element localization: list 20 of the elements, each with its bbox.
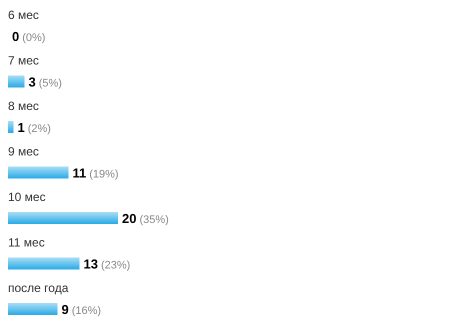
data-label: 0 (0%) [12,29,46,44]
y-tick-label: 7 мес [8,54,39,68]
bar [8,121,14,133]
y-tick-label: 9 мес [8,144,39,158]
data-label: 11 (19%) [72,166,119,180]
data-label: 13 (23%) [84,256,130,272]
y-tick-label: 6 мес [8,8,39,22]
bar [8,76,24,88]
data-label: 20 (35%) [122,211,169,226]
bar [8,258,80,270]
y-tick-label: 8 мес [8,99,39,113]
data-label: 3 (5%) [28,74,62,90]
bar [8,303,58,315]
bar [8,166,68,178]
y-tick-label: после года [8,281,69,295]
y-tick-label: 11 мес [8,236,45,250]
data-label: 1 (2%) [18,120,51,135]
bar [8,212,118,224]
data-label: 9 (16%) [62,302,102,317]
y-tick-label: 10 мес [8,190,46,204]
